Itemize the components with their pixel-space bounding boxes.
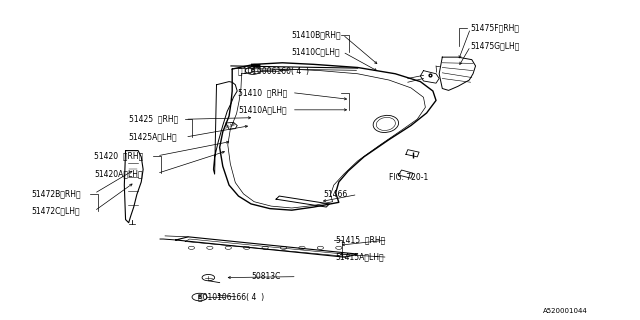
Text: 51415  〈RH〉: 51415 〈RH〉 — [336, 236, 385, 244]
Text: 51410A〈LH〉: 51410A〈LH〉 — [239, 105, 287, 114]
Text: DCLAB: DCLAB — [224, 122, 237, 130]
Text: 51410  〈RH〉: 51410 〈RH〉 — [239, 88, 288, 97]
Text: 51410C〈LH〉: 51410C〈LH〉 — [292, 47, 340, 56]
Text: 51415A〈LH〉: 51415A〈LH〉 — [336, 253, 384, 262]
Text: 51466: 51466 — [323, 190, 348, 199]
Text: 51420A〈LH〉: 51420A〈LH〉 — [94, 169, 143, 178]
Text: 51420  〈RH〉: 51420 〈RH〉 — [94, 151, 143, 160]
Text: 51475G〈LH〉: 51475G〈LH〉 — [470, 42, 520, 51]
Text: 50813C: 50813C — [251, 272, 280, 281]
Text: A520001044: A520001044 — [543, 308, 588, 314]
Text: FIG. 720-1: FIG. 720-1 — [389, 173, 428, 182]
Text: ⑂010106166( 4  ): ⑂010106166( 4 ) — [198, 292, 264, 301]
Text: 51425  〈RH〉: 51425 〈RH〉 — [129, 115, 178, 124]
Text: B: B — [251, 68, 255, 73]
Text: 51410B〈RH〉: 51410B〈RH〉 — [292, 30, 341, 39]
Text: ⑂1010006160( 4  ): ⑂1010006160( 4 ) — [239, 66, 310, 75]
Text: 51472C〈LH〉: 51472C〈LH〉 — [31, 207, 80, 216]
Text: 51425A〈LH〉: 51425A〈LH〉 — [129, 132, 177, 142]
Text: 51475F〈RH〉: 51475F〈RH〉 — [470, 24, 520, 33]
Text: B: B — [198, 294, 202, 300]
Text: 51472B〈RH〉: 51472B〈RH〉 — [31, 189, 81, 198]
